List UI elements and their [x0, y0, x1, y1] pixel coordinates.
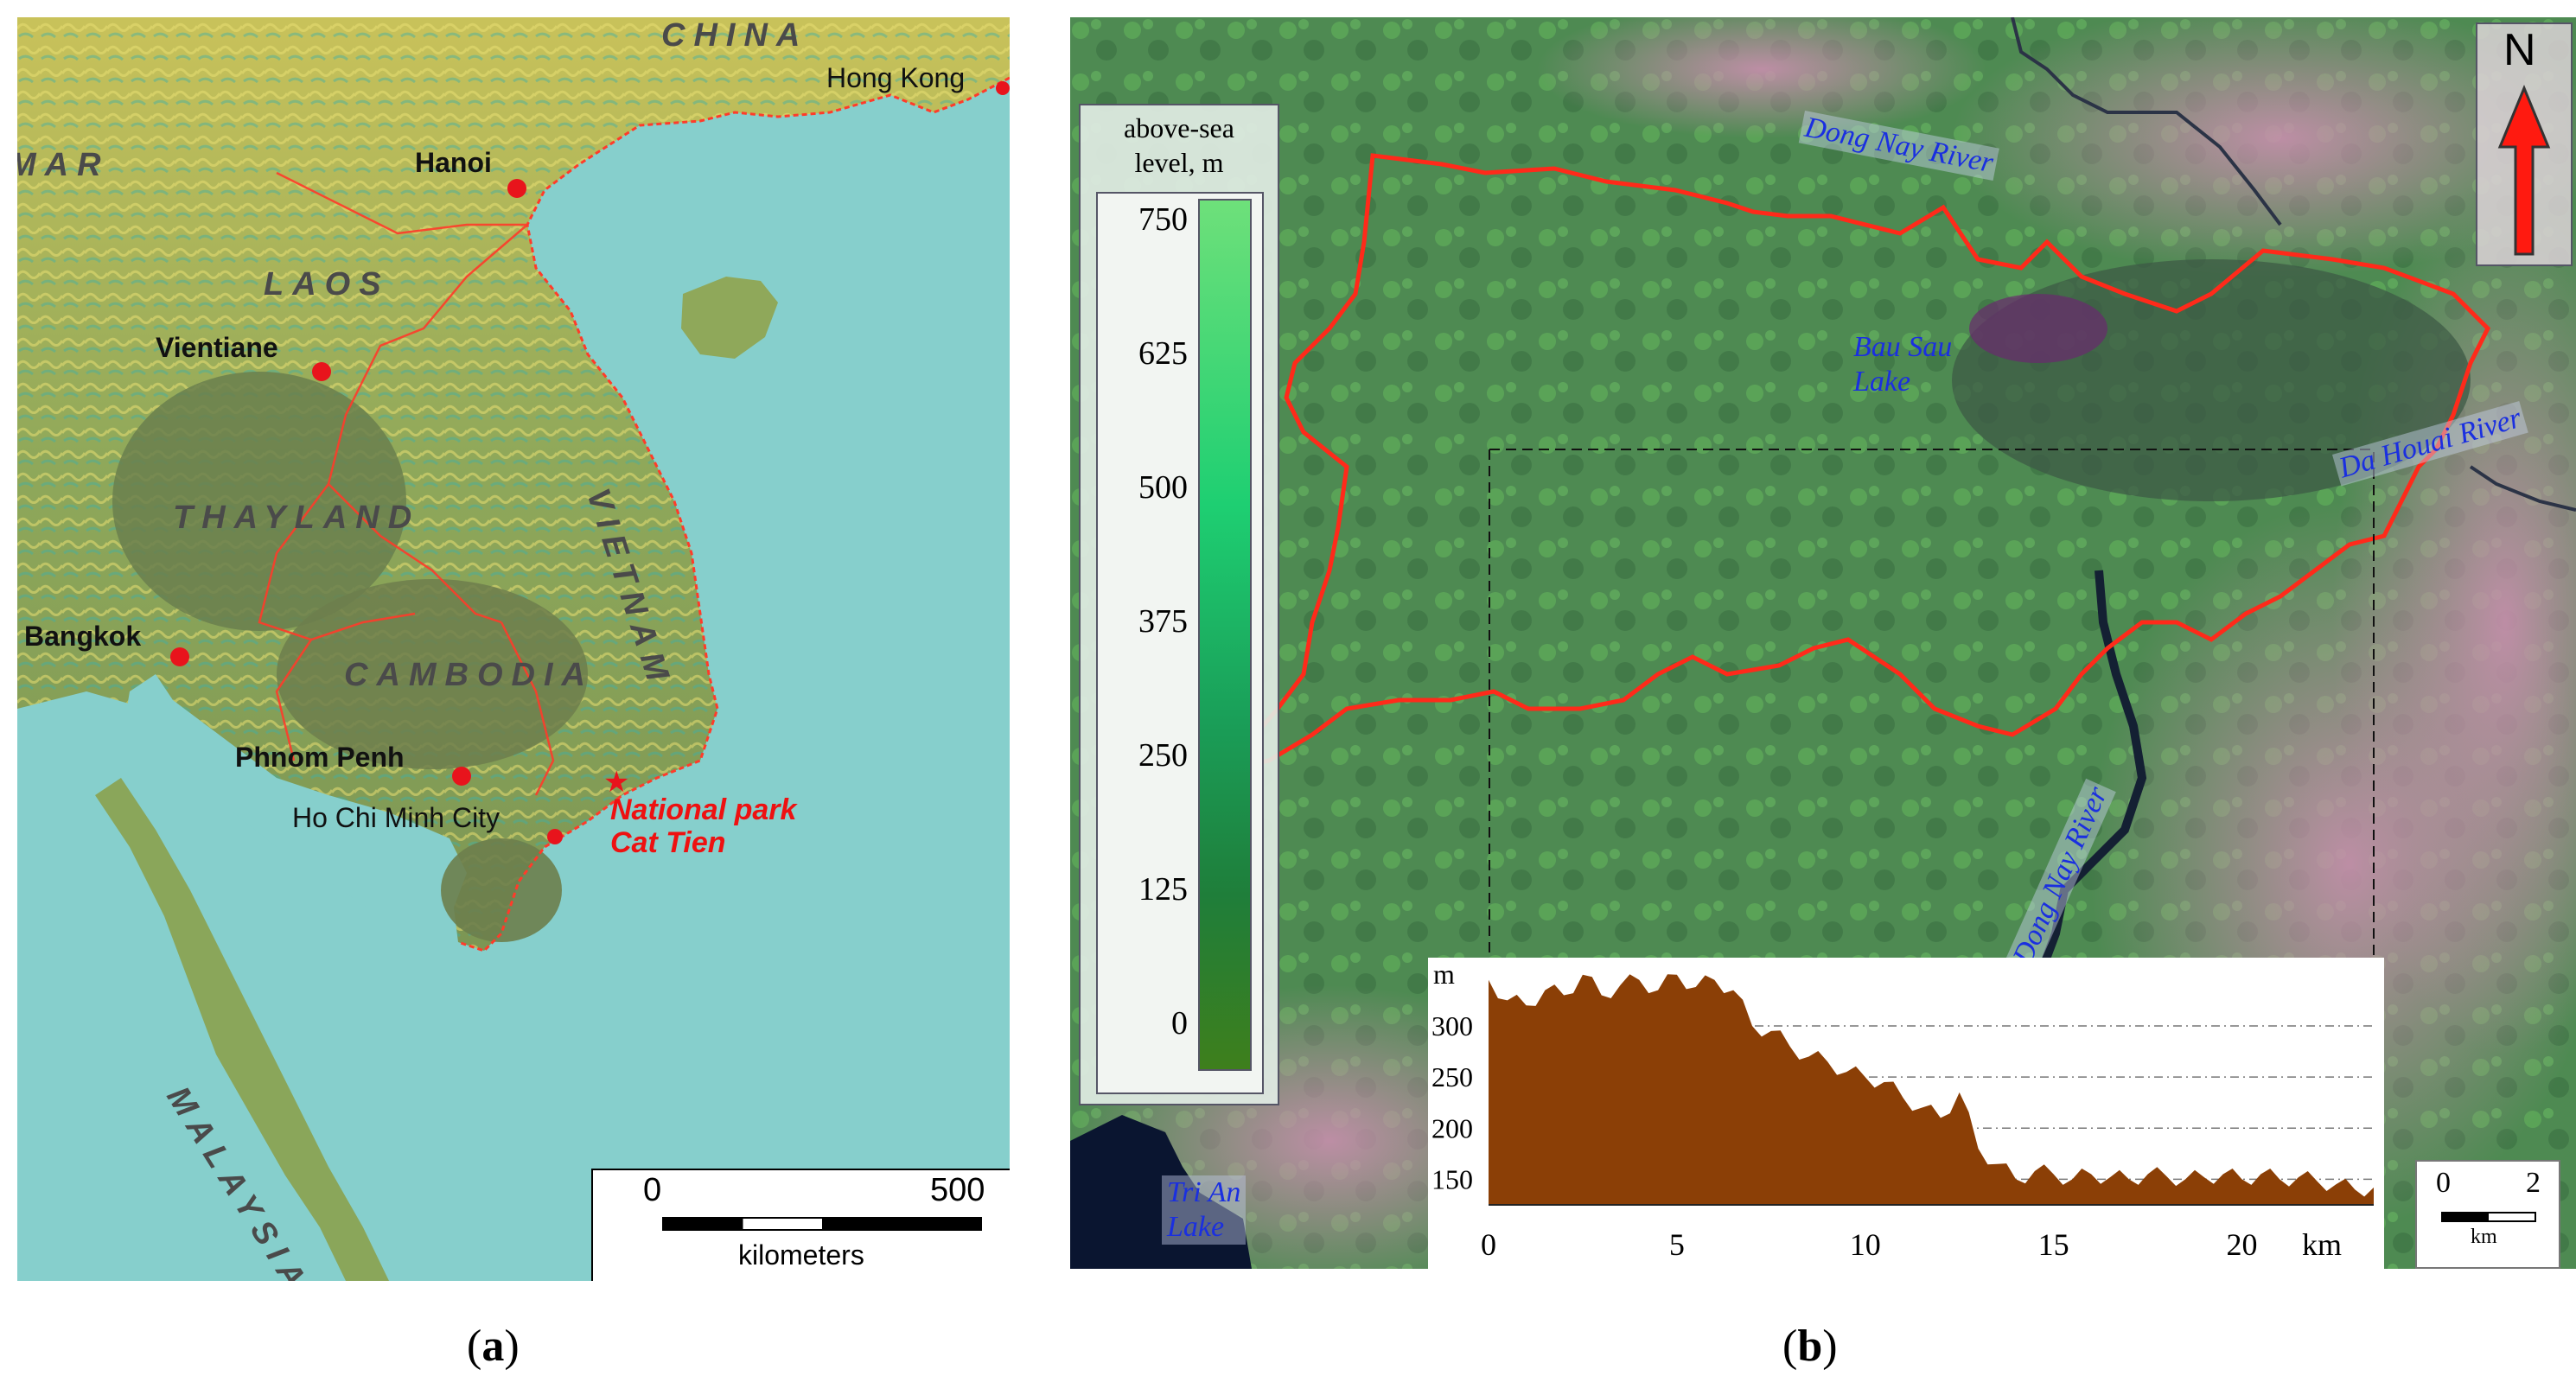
scale-b-unit: km: [2471, 1226, 2497, 1248]
label-hanoi: Hanoi: [415, 147, 492, 178]
scale-a-min: 0: [643, 1172, 662, 1208]
profile-chart: m 300 250 200 150 0 5 10 15 20 km: [1431, 959, 2374, 1262]
profile-x-tick: 15: [2038, 1227, 2069, 1262]
da-houai-river: [2469, 465, 2576, 512]
country-borders: [258, 171, 555, 796]
label-national-park: National park Cat Tien: [610, 793, 796, 859]
scale-b-max: 2: [2526, 1167, 2541, 1199]
mekong-delta: [441, 838, 562, 942]
legend-title-line-2: level, m: [1134, 147, 1224, 178]
park-star-icon: ★: [603, 766, 629, 799]
park-boundary: [1220, 153, 2491, 773]
profile-y-tick: 250: [1431, 1061, 1473, 1092]
cambodia-lowland: [277, 579, 588, 769]
caption-b: (b): [1782, 1321, 1838, 1372]
phnom-penh-dot: [452, 767, 471, 786]
label-vientiane: Vientiane: [156, 332, 278, 363]
legend-title: above-sea level, m: [1081, 111, 1278, 180]
hong-kong-dot: [996, 81, 1010, 95]
cleared-area-ne: [1952, 17, 2576, 277]
bau-sau-line-1: Bau Sau: [1853, 331, 1953, 363]
elevation-profile: m 300 250 200 150 0 5 10 15 20 km: [1428, 958, 2384, 1269]
profile-y-tick: 200: [1431, 1112, 1473, 1143]
profile-x-unit: km: [2302, 1227, 2342, 1262]
north-arrow-box: N: [2476, 22, 2573, 266]
scale-a-bar: [662, 1217, 982, 1231]
profile-y-tick: 150: [1431, 1163, 1473, 1194]
tri-an-line-2: Lake: [1167, 1211, 1225, 1243]
bau-sau-line-2: Lake: [1853, 366, 1911, 398]
label-tri-an-lake: Tri An Lake: [1162, 1175, 1247, 1245]
legend-title-line-1: above-sea: [1124, 112, 1234, 143]
label-myanmar: MAR: [17, 147, 110, 183]
legend-tick-label: 750: [1138, 201, 1188, 238]
legend-tick-label: 250: [1138, 737, 1188, 774]
thailand-lowland: [112, 372, 406, 631]
caption-b-letter: b: [1797, 1322, 1823, 1371]
bau-sau-wetland: [1969, 294, 2107, 363]
profile-y-unit: m: [1433, 959, 1455, 990]
caption-b-open: (: [1782, 1322, 1798, 1371]
label-bau-sau-lake: Bau Sau Lake: [1853, 330, 1952, 399]
coastline: [457, 76, 1010, 952]
label-bangkok: Bangkok: [24, 621, 142, 652]
label-thailand: THAYLAND: [173, 500, 421, 536]
scale-b-min: 0: [2436, 1167, 2451, 1199]
legend-tick-label: 0: [1171, 1005, 1188, 1041]
park-line-2: Cat Tien: [610, 826, 726, 859]
tri-an-lake-water: [1070, 1115, 1252, 1269]
profile-x-tick: 5: [1669, 1227, 1685, 1262]
label-laos: LAOS: [264, 266, 390, 303]
tri-an-line-1: Tri An: [1167, 1176, 1241, 1208]
map-panel-a: ★ CHINA MAR LAOS THAYLAND VIETNAM CAMBOD…: [17, 17, 1010, 1281]
profile-y-tick: 300: [1431, 1010, 1473, 1041]
label-cambodia: CAMBODIA: [344, 657, 594, 693]
scale-bar-a: 0 500 kilometers: [591, 1169, 1010, 1281]
caption-a: (a): [467, 1321, 520, 1372]
elevation-legend: above-sea level, m 750 625 500 375 250 125 0: [1079, 104, 1279, 1105]
label-china: CHINA: [661, 17, 809, 54]
bangkok-dot: [170, 647, 189, 666]
caption-a-open: (: [467, 1322, 482, 1371]
scale-a-max: 500: [930, 1172, 985, 1208]
profile-x-tick: 0: [1481, 1227, 1496, 1262]
legend-tick-label: 500: [1138, 469, 1188, 506]
north-arrow-icon: [2497, 85, 2551, 256]
hainan-island: [681, 277, 778, 359]
vientiane-dot: [312, 362, 331, 381]
map-panel-b: above-sea level, m 750 625 500 375 250 125 0 N…: [1070, 17, 2576, 1269]
legend-color-ramp: [1198, 199, 1252, 1071]
caption-a-letter: a: [481, 1322, 505, 1371]
scale-bar-b: 0 2 km: [2415, 1160, 2560, 1269]
north-label: N: [2503, 25, 2536, 75]
legend-tick-label: 375: [1138, 603, 1188, 640]
hanoi-dot: [507, 179, 526, 198]
legend-tick-label: 125: [1138, 871, 1188, 908]
label-ho-chi-minh: Ho Chi Minh City: [292, 802, 501, 833]
profile-x-tick: 10: [1850, 1227, 1881, 1262]
caption-b-close: ): [1822, 1322, 1838, 1371]
dong-nay-river-upper: [2011, 17, 2282, 226]
scale-b-bar: [2441, 1212, 2536, 1222]
scale-a-unit: kilometers: [738, 1239, 864, 1271]
legend-tick-label: 625: [1138, 335, 1188, 372]
label-phnom-penh: Phnom Penh: [235, 742, 405, 773]
southeast-asia-relief-map: ★: [17, 17, 1010, 1281]
profile-area: [1489, 974, 2374, 1205]
park-line-1: National park: [610, 793, 797, 826]
label-hong-kong: Hong Kong: [826, 62, 966, 93]
malay-peninsula: [95, 778, 389, 1281]
caption-a-close: ): [504, 1322, 520, 1371]
profile-x-tick: 20: [2226, 1227, 2257, 1262]
ho-chi-minh-dot: [547, 829, 563, 844]
cleared-area-n: [1537, 17, 1986, 138]
